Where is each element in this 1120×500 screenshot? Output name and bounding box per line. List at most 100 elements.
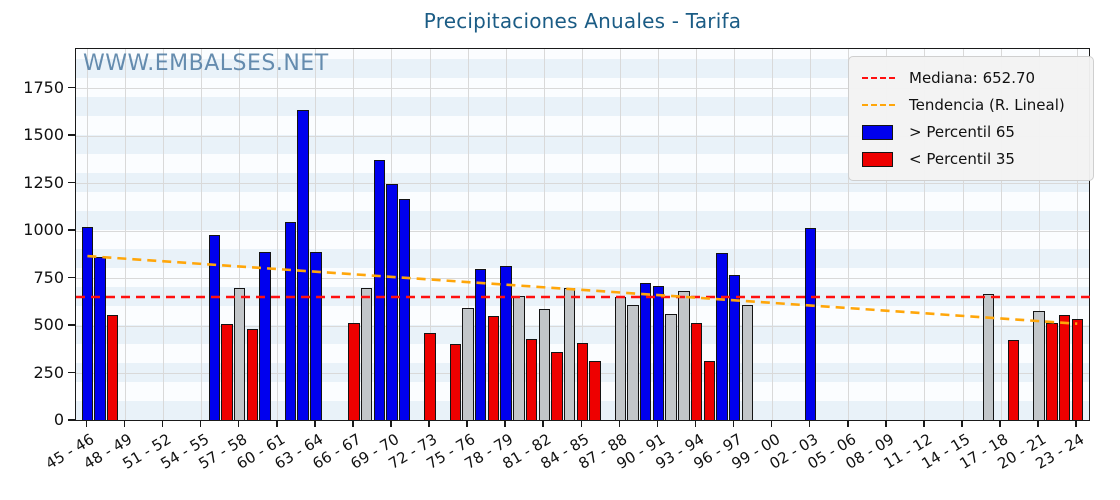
x-tick xyxy=(618,421,621,427)
gridline-vertical xyxy=(1076,49,1078,420)
bar-55-56 xyxy=(208,234,220,420)
bar-97-98 xyxy=(741,305,753,420)
legend-p65-label: > Percentil 65 xyxy=(909,123,1015,141)
bar-23-24 xyxy=(1071,319,1083,420)
bar-61-62 xyxy=(284,222,297,420)
bar-72-73 xyxy=(424,332,436,420)
gridline-vertical xyxy=(315,49,317,420)
gridline-vertical xyxy=(353,49,355,420)
bar-45-46 xyxy=(81,227,94,420)
gridline-vertical xyxy=(239,49,241,420)
watermark: WWW.EMBALSES.NET xyxy=(83,51,329,76)
chart-title: Precipitaciones Anuales - Tarifa xyxy=(423,9,742,33)
x-tick xyxy=(237,421,240,427)
y-tick xyxy=(68,419,75,421)
x-tick xyxy=(314,421,316,427)
gridline-vertical xyxy=(201,49,203,420)
y-tick-label-250: 250 xyxy=(33,362,64,382)
y-tick xyxy=(68,324,75,326)
y-tick xyxy=(68,371,75,374)
bar-77-78 xyxy=(487,316,500,420)
gridline-vertical xyxy=(543,49,545,420)
bar-91-92 xyxy=(665,313,677,420)
bar-21-22 xyxy=(1046,323,1058,420)
bar-96-97 xyxy=(728,274,741,420)
x-tick xyxy=(808,421,811,427)
x-tick xyxy=(656,421,659,427)
bar-80-81 xyxy=(525,339,538,420)
bar-85-86 xyxy=(589,361,601,420)
legend-row-trend: Tendencia (R. Lineal) xyxy=(862,93,1081,117)
bar-02-03 xyxy=(805,228,817,420)
legend-box: Mediana: 652.70 Tendencia (R. Lineal) > … xyxy=(848,56,1094,181)
gridline-vertical xyxy=(734,49,736,420)
y-tick-label-1500: 1500 xyxy=(23,125,64,144)
bar-88-89 xyxy=(627,305,639,420)
gridline-vertical xyxy=(163,49,165,420)
bar-16-17 xyxy=(982,293,995,420)
bar-57-58 xyxy=(233,287,246,420)
x-tick xyxy=(199,421,202,427)
gridline-vertical xyxy=(429,49,431,420)
trend-dashed-line-icon xyxy=(862,104,895,106)
x-tick xyxy=(770,421,773,427)
bar-47-48 xyxy=(107,314,119,420)
bar-20-21 xyxy=(1033,310,1045,420)
x-tick xyxy=(1075,421,1077,427)
gridline-vertical xyxy=(886,49,888,420)
bar-90-91 xyxy=(652,286,665,420)
gridline-vertical xyxy=(581,49,583,420)
x-tick xyxy=(276,421,278,427)
x-tick xyxy=(123,421,126,427)
y-tick-label-500: 500 xyxy=(33,315,64,334)
y-tick-label-750: 750 xyxy=(33,267,64,287)
y-tick-label-0: 0 xyxy=(53,410,64,429)
gridline-vertical xyxy=(1000,49,1002,420)
x-tick xyxy=(390,421,392,427)
x-tick xyxy=(580,421,583,427)
y-tick xyxy=(68,134,75,136)
gridline-horizontal xyxy=(76,88,1089,90)
bar-69-70 xyxy=(386,184,398,420)
bar-62-63 xyxy=(297,110,309,420)
gridline-horizontal xyxy=(76,183,1089,184)
gridline-vertical xyxy=(505,49,507,420)
legend-median-label: Mediana: 652.70 xyxy=(909,69,1036,87)
gridline-vertical xyxy=(619,49,621,420)
bar-89-90 xyxy=(640,283,652,420)
y-tick xyxy=(68,229,75,231)
gridline-horizontal xyxy=(76,278,1089,279)
bar-59-60 xyxy=(259,251,271,420)
gridline-vertical xyxy=(772,49,774,420)
bar-46-47 xyxy=(94,256,106,420)
bar-18-19 xyxy=(1008,340,1020,420)
y-tick-label-1000: 1000 xyxy=(23,220,64,239)
bar-58-59 xyxy=(246,328,259,420)
bar-75-76 xyxy=(462,307,474,420)
x-tick xyxy=(732,421,735,427)
bar-56-57 xyxy=(221,324,233,420)
p35-swatch-icon xyxy=(862,151,893,167)
bar-94-95 xyxy=(703,361,715,420)
p65-swatch-icon xyxy=(862,124,893,140)
x-tick xyxy=(428,421,430,427)
bar-63-64 xyxy=(310,251,322,420)
x-tick xyxy=(466,421,468,427)
x-tick xyxy=(542,421,544,427)
gridline-horizontal xyxy=(76,135,1089,137)
gridline-horizontal xyxy=(76,325,1089,327)
bar-22-23 xyxy=(1058,314,1071,420)
trend-line xyxy=(87,254,1078,326)
x-tick xyxy=(885,421,887,427)
bar-81-82 xyxy=(538,308,550,420)
legend-row-p35: < Percentil 35 xyxy=(862,147,1081,171)
x-tick xyxy=(352,421,354,427)
gridline-vertical xyxy=(924,49,926,420)
x-tick xyxy=(1037,421,1039,427)
gridline-horizontal xyxy=(76,230,1089,232)
y-tick-label-1250: 1250 xyxy=(23,172,64,192)
x-tick xyxy=(847,421,849,427)
bar-74-75 xyxy=(449,344,462,420)
x-tick xyxy=(161,421,164,427)
reference-lines-layer xyxy=(76,254,1091,326)
